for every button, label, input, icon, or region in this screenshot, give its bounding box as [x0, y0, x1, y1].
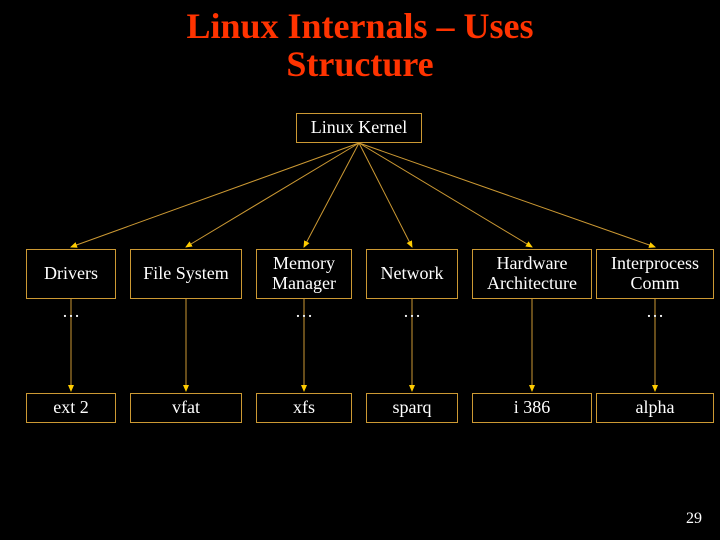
- node-label: Hardware Architecture: [473, 254, 591, 294]
- node-linux-kernel: Linux Kernel: [296, 113, 422, 143]
- node-drivers: Drivers: [26, 249, 116, 299]
- title-line-1: Linux Internals – Uses: [186, 6, 533, 46]
- node-network: Network: [366, 249, 458, 299]
- page-number: 29: [686, 510, 702, 528]
- ellipsis: …: [366, 301, 458, 322]
- node-label: xfs: [293, 398, 315, 418]
- node-label: vfat: [172, 398, 200, 418]
- node-label: sparq: [393, 398, 432, 418]
- title-line-2: Structure: [286, 44, 433, 84]
- node-label: Drivers: [44, 264, 98, 284]
- ellipsis: …: [26, 301, 116, 322]
- node-label: Linux Kernel: [311, 118, 407, 138]
- slide-title: Linux Internals – Uses Structure: [0, 8, 720, 84]
- node-interprocess-comm: Interprocess Comm: [596, 249, 714, 299]
- node-xfs: xfs: [256, 393, 352, 423]
- node-label: Interprocess Comm: [597, 254, 713, 294]
- node-vfat: vfat: [130, 393, 242, 423]
- node-label: ext 2: [53, 398, 89, 418]
- node-sparq: sparq: [366, 393, 458, 423]
- node-memory-manager: Memory Manager: [256, 249, 352, 299]
- node-label: Network: [381, 264, 444, 284]
- ellipsis: …: [256, 301, 352, 322]
- node-ext2: ext 2: [26, 393, 116, 423]
- node-label: Memory Manager: [257, 254, 351, 294]
- ellipsis: …: [596, 301, 714, 322]
- node-label: File System: [143, 264, 229, 284]
- node-i386: i 386: [472, 393, 592, 423]
- node-file-system: File System: [130, 249, 242, 299]
- node-hardware-architecture: Hardware Architecture: [472, 249, 592, 299]
- node-label: alpha: [636, 398, 675, 418]
- node-label: i 386: [514, 398, 551, 418]
- node-alpha: alpha: [596, 393, 714, 423]
